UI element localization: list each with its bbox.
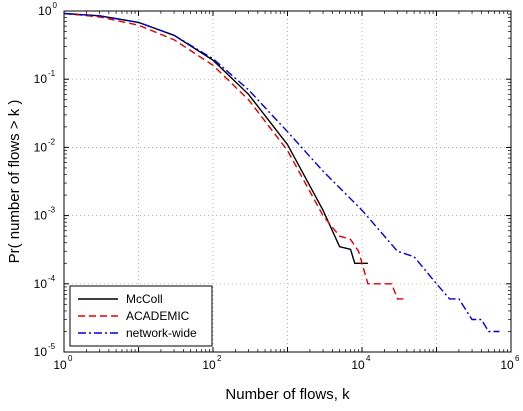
y-tick-exponent: -3 bbox=[48, 206, 56, 215]
chart-legend: McColl ACADEMIC network-wide bbox=[69, 285, 213, 347]
y-tick-label: 10 -2 bbox=[34, 137, 56, 154]
x-tick-label: 10 6 bbox=[500, 354, 520, 372]
y-tick-label: 10 -5 bbox=[34, 342, 56, 359]
y-tick-base: 10 bbox=[38, 4, 52, 18]
x-tick-base: 10 bbox=[53, 358, 67, 372]
series-line-network-wide bbox=[63, 12, 500, 333]
y-tick-base: 10 bbox=[34, 72, 48, 86]
y-tick-label: 10 -4 bbox=[34, 274, 56, 291]
legend-label: McColl bbox=[126, 292, 163, 306]
y-tick-exponent: -5 bbox=[48, 342, 56, 351]
x-tick-label: 10 4 bbox=[351, 354, 371, 372]
data-series bbox=[63, 12, 500, 333]
y-tick-exponent: 0 bbox=[53, 1, 58, 10]
y-tick-base: 10 bbox=[34, 345, 48, 359]
y-tick-exponent: -4 bbox=[48, 274, 56, 283]
y-tick-exponent: -1 bbox=[48, 69, 56, 78]
y-tick-exponent: -2 bbox=[48, 137, 56, 146]
y-tick-base: 10 bbox=[34, 140, 48, 154]
series-line-academic bbox=[63, 12, 407, 300]
legend-label: network-wide bbox=[126, 326, 197, 340]
x-tick-base: 10 bbox=[351, 358, 365, 372]
x-tick-label: 10 2 bbox=[202, 354, 222, 372]
y-tick-label: 10 -1 bbox=[34, 69, 56, 86]
y-axis-title: Pr( number of flows > k ) bbox=[6, 100, 23, 264]
y-tick-label: 10 -3 bbox=[34, 206, 56, 223]
y-tick-label: 10 0 bbox=[38, 1, 57, 18]
y-tick-base: 10 bbox=[34, 209, 48, 223]
x-tick-label: 10 0 bbox=[53, 354, 73, 372]
x-tick-exponent: 4 bbox=[366, 354, 371, 363]
x-axis-title: Number of flows, k bbox=[225, 386, 350, 403]
x-tick-exponent: 2 bbox=[217, 354, 222, 363]
series-line-mccoll bbox=[63, 12, 368, 264]
x-tick-base: 10 bbox=[500, 358, 514, 372]
x-tick-exponent: 6 bbox=[515, 354, 520, 363]
y-tick-base: 10 bbox=[34, 277, 48, 291]
x-tick-base: 10 bbox=[202, 358, 216, 372]
legend-label: ACADEMIC bbox=[126, 309, 190, 323]
x-tick-exponent: 0 bbox=[68, 354, 73, 363]
axis-ticks: 10 0 10 2 10 4 10 610 010 -110 -210 -310 -410 -5 bbox=[34, 1, 520, 372]
